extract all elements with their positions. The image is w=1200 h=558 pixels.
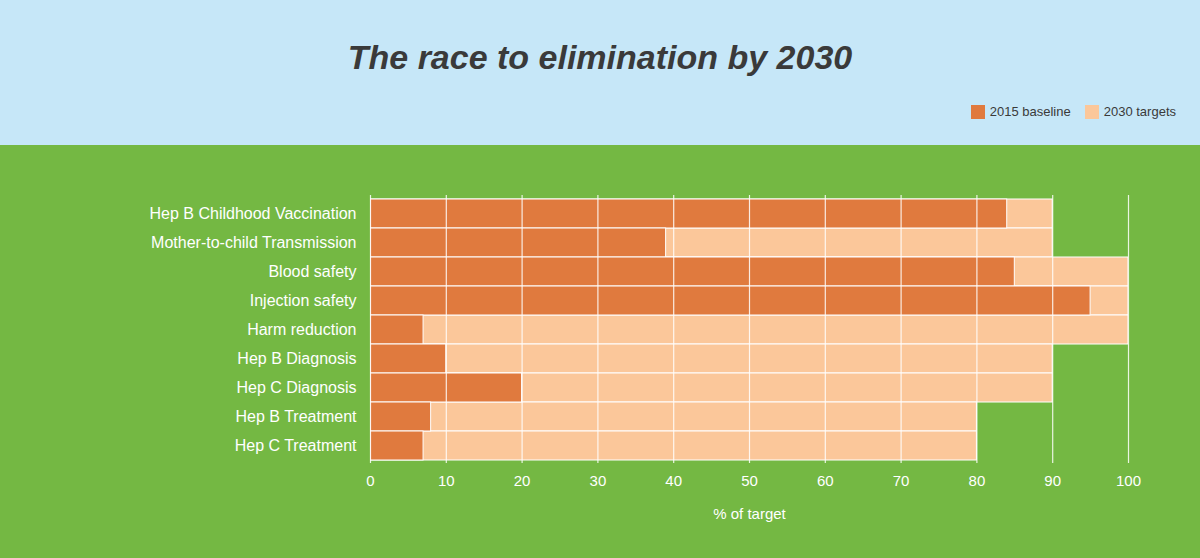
svg-text:100: 100 [1116, 472, 1141, 489]
svg-text:80: 80 [969, 472, 986, 489]
html-text:2030 targets: 2030 targets [1103, 104, 1176, 119]
svg-text:0: 0 [366, 472, 374, 489]
svg-text:20: 20 [514, 472, 531, 489]
svg-text:30: 30 [590, 472, 607, 489]
svg-text:Hep B Diagnosis: Hep B Diagnosis [237, 350, 356, 367]
html-text:The race to elimination by 203: The race to elimination by 2030 [347, 38, 853, 76]
svg-text:90: 90 [1044, 472, 1061, 489]
svg-text:Hep C Diagnosis: Hep C Diagnosis [236, 379, 356, 396]
svg-text:70: 70 [893, 472, 910, 489]
svg-text:40: 40 [665, 472, 682, 489]
svg-text:% of target: % of target [713, 505, 786, 522]
svg-text:10: 10 [438, 472, 455, 489]
svg-text:Hep B Childhood Vaccination: Hep B Childhood Vaccination [150, 205, 357, 222]
svg-text:60: 60 [817, 472, 834, 489]
svg-text:Injection safety: Injection safety [250, 292, 357, 309]
svg-text:50: 50 [741, 472, 758, 489]
svg-text:Harm reduction: Harm reduction [247, 321, 356, 338]
svg-text:Hep B Treatment: Hep B Treatment [236, 408, 358, 425]
html-text:2015 baseline: 2015 baseline [989, 104, 1071, 119]
svg-text:Hep C Treatment: Hep C Treatment [235, 437, 357, 454]
svg-text:Blood safety: Blood safety [268, 263, 356, 280]
svg-text:Mother-to-child Transmission: Mother-to-child Transmission [151, 234, 356, 251]
